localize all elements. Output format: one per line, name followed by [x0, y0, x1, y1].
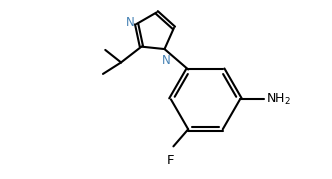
Text: F: F: [167, 154, 175, 167]
Text: NH$_2$: NH$_2$: [266, 92, 290, 107]
Text: N: N: [162, 54, 171, 67]
Text: N: N: [126, 16, 135, 29]
